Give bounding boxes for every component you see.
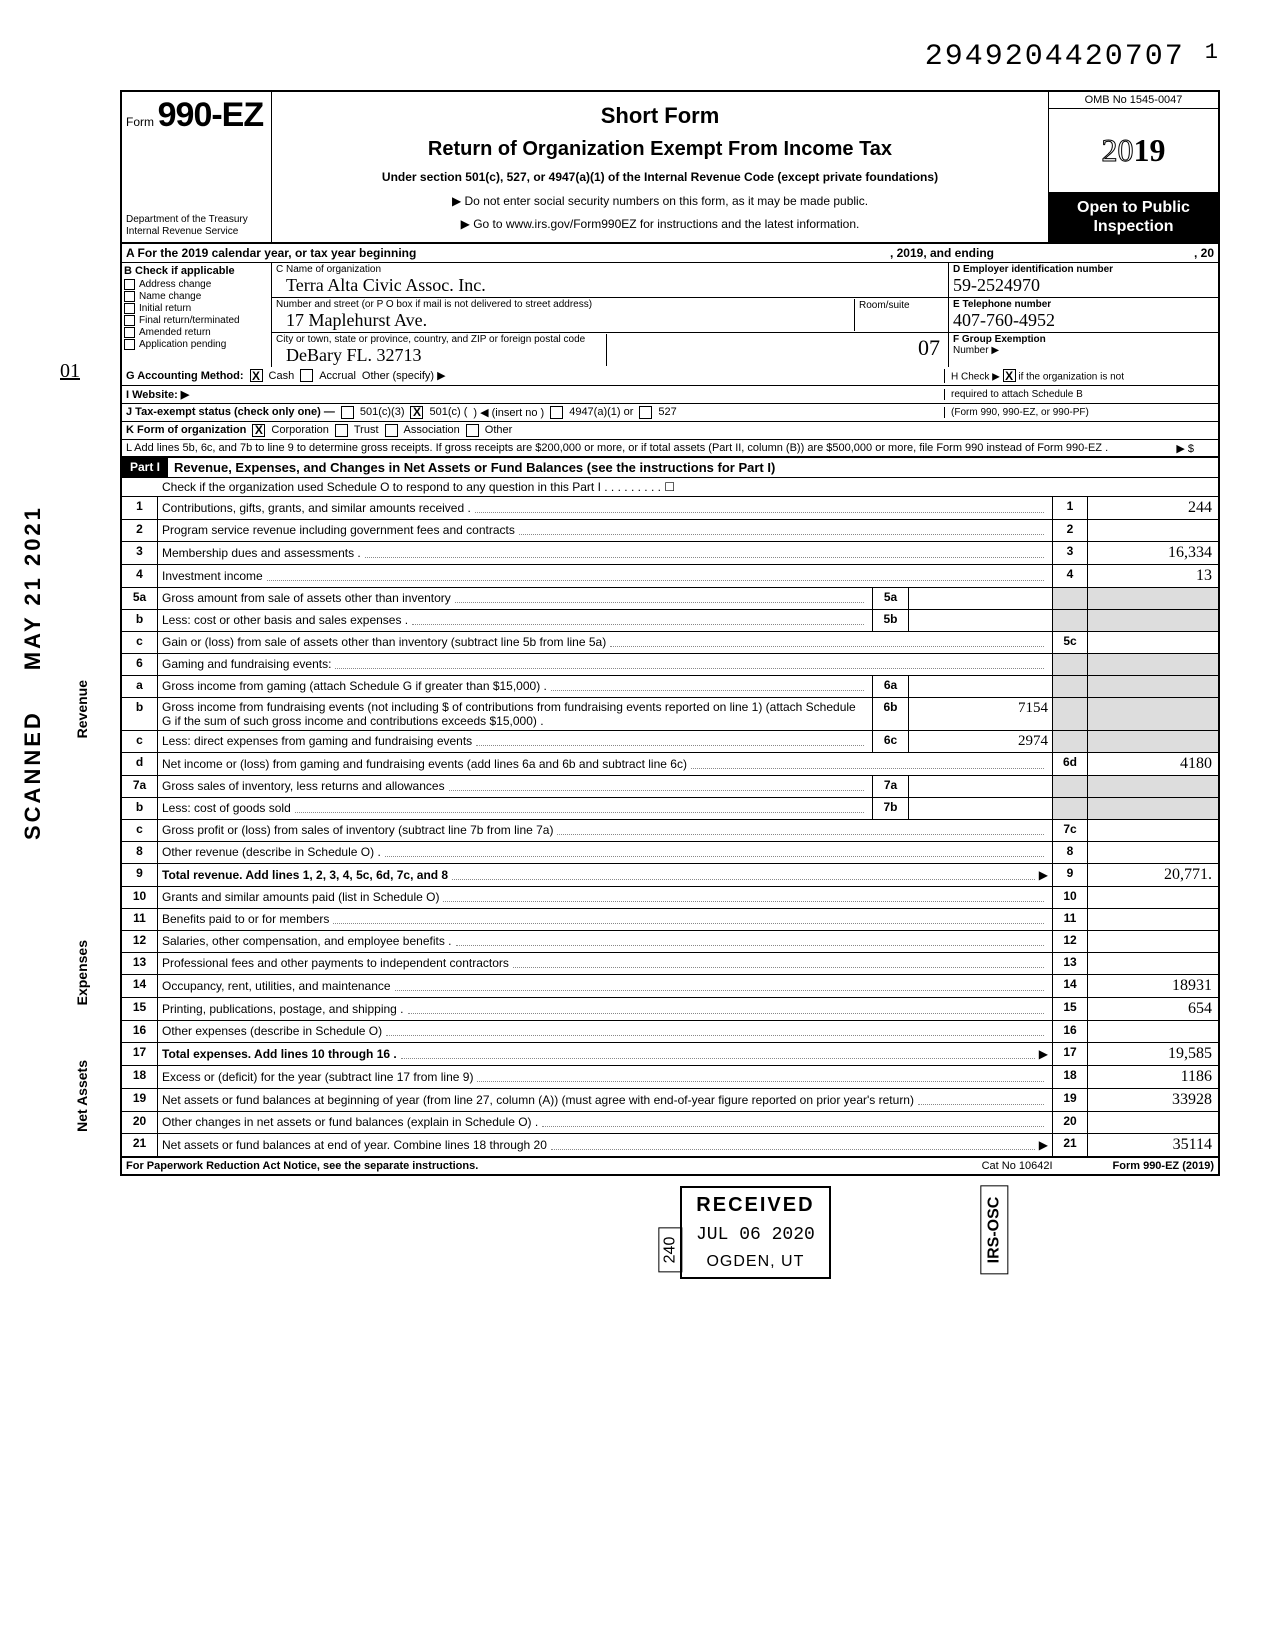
line-7b: bLess: cost of goods sold7b [120,798,1220,820]
line-21: 21Net assets or fund balances at end of … [120,1134,1220,1158]
part1-title: Revenue, Expenses, and Changes in Net As… [168,458,1218,477]
dept-treasury: Department of the TreasuryInternal Reven… [126,214,267,238]
line-13: 13Professional fees and other payments t… [120,953,1220,975]
chk-address-change[interactable] [124,279,135,290]
chk-final-return[interactable] [124,315,135,326]
part1-sched-o-note: Check if the organization used Schedule … [120,478,1220,497]
vlabel-net-assets: Net Assets [74,1060,90,1132]
irs-osc-stamp: IRS-OSC [980,1185,1008,1274]
row-j-tax-status: J Tax-exempt status (check only one) — 5… [120,404,1220,422]
stamps-area: 240 RECEIVED JUL 06 2020 OGDEN, UT IRS-O… [120,1186,1220,1366]
line-6c: cLess: direct expenses from gaming and f… [120,731,1220,753]
open-to-public: Open to PublicInspection [1049,192,1218,242]
chk-527[interactable] [639,406,652,419]
line-5c: cGain or (loss) from sale of assets othe… [120,632,1220,654]
chk-initial-return[interactable] [124,303,135,314]
line-7c: cGross profit or (loss) from sales of in… [120,820,1220,842]
section-bcdef: B Check if applicable Address change Nam… [120,263,1220,367]
line-17: 17Total expenses. Add lines 10 through 1… [120,1043,1220,1066]
tax-year: 20201919 [1049,109,1218,192]
line-3: 3Membership dues and assessments .316,33… [120,542,1220,565]
col-def: D Employer identification number59-25249… [948,263,1218,367]
line-6d: dNet income or (loss) from gaming and fu… [120,753,1220,776]
org-name: Terra Alta Civic Assoc. Inc. [276,275,944,296]
part1-header-row: Part I Revenue, Expenses, and Changes in… [120,458,1220,478]
chk-association[interactable] [385,424,398,437]
line-6b: bGross income from fundraising events (n… [120,698,1220,731]
line-15: 15Printing, publications, postage, and s… [120,998,1220,1021]
chk-501c[interactable]: X [410,406,423,419]
chk-trust[interactable] [335,424,348,437]
chk-name-change[interactable] [124,291,135,302]
row-g-accounting: G Accounting Method: XCash Accrual Other… [120,367,1220,386]
form-number: 990-EZ [158,96,264,134]
line-11: 11Benefits paid to or for members11 [120,909,1220,931]
line-18: 18Excess or (deficit) for the year (subt… [120,1066,1220,1089]
telephone: 407-760-4952 [953,310,1214,331]
amended-mark: 07 [606,334,945,366]
room-suite-label: Room/suite [854,299,944,331]
vlabel-expenses: Expenses [74,940,90,1005]
row-a-tax-year: A For the 2019 calendar year, or tax yea… [120,244,1220,263]
chk-amended-return[interactable] [124,327,135,338]
chk-501c3[interactable] [341,406,354,419]
line-6: 6Gaming and fundraising events: [120,654,1220,676]
side-stamps: SCANNEDMAY 21 2021 [20,465,46,840]
line-6a: aGross income from gaming (attach Schedu… [120,676,1220,698]
line-16: 16Other expenses (describe in Schedule O… [120,1021,1220,1043]
row-h: H Check ▶ X if the organization is not [944,369,1214,383]
chk-other-org[interactable] [466,424,479,437]
omb-number: OMB No 1545-0047 [1049,92,1218,109]
dln: 29492044207071 [925,40,1220,74]
title-main: Return of Organization Exempt From Incom… [282,138,1038,161]
ein: 59-2524970 [953,275,1214,296]
row-i-website: I Website: ▶ required to attach Schedule… [120,386,1220,404]
line-9: 9Total revenue. Add lines 1, 2, 3, 4, 5c… [120,864,1220,887]
form-label: Form [126,115,154,129]
title-short: Short Form [282,103,1038,129]
org-street: 17 Maplehurst Ave. [276,310,854,331]
form-footer: For Paperwork Reduction Act Notice, see … [120,1158,1220,1176]
line-4: 4Investment income413 [120,565,1220,588]
line-12: 12Salaries, other compensation, and empl… [120,931,1220,953]
chk-corporation[interactable]: X [252,424,265,437]
line-1: 1Contributions, gifts, grants, and simil… [120,497,1220,520]
chk-sched-b[interactable]: X [1003,369,1016,382]
chk-cash[interactable]: X [250,369,263,382]
note-url: ▶ Go to www.irs.gov/Form990EZ for instru… [282,217,1038,231]
line-10: 10Grants and similar amounts paid (list … [120,887,1220,909]
line-5a: 5aGross amount from sale of assets other… [120,588,1220,610]
chk-4947[interactable] [550,406,563,419]
org-city: DeBary FL. 32713 [276,345,606,366]
chk-accrual[interactable] [300,369,313,382]
stamp-240: 240 [658,1227,682,1272]
margin-mark: 01 [60,360,80,383]
line-8: 8Other revenue (describe in Schedule O) … [120,842,1220,864]
line-2: 2Program service revenue including gover… [120,520,1220,542]
received-stamp: 240 RECEIVED JUL 06 2020 OGDEN, UT [680,1186,831,1279]
vlabel-revenue: Revenue [74,680,90,738]
line-19: 19Net assets or fund balances at beginni… [120,1089,1220,1112]
line-7a: 7aGross sales of inventory, less returns… [120,776,1220,798]
note-ssn: ▶ Do not enter social security numbers o… [282,194,1038,208]
chk-application-pending[interactable] [124,339,135,350]
line-14: 14Occupancy, rent, utilities, and mainte… [120,975,1220,998]
row-k-org-form: K Form of organization XCorporation Trus… [120,422,1220,440]
form-header: Form 990-EZ Department of the TreasuryIn… [120,90,1220,244]
line-5b: bLess: cost or other basis and sales exp… [120,610,1220,632]
line-20: 20Other changes in net assets or fund ba… [120,1112,1220,1134]
col-b-checkboxes: B Check if applicable Address change Nam… [122,263,272,367]
col-c-org-info: C Name of organizationTerra Alta Civic A… [272,263,948,367]
row-l-gross-receipts: L Add lines 5b, 6c, and 7b to line 9 to … [120,440,1220,458]
subtitle: Under section 501(c), 527, or 4947(a)(1)… [282,170,1038,184]
part1-label: Part I [122,458,168,477]
